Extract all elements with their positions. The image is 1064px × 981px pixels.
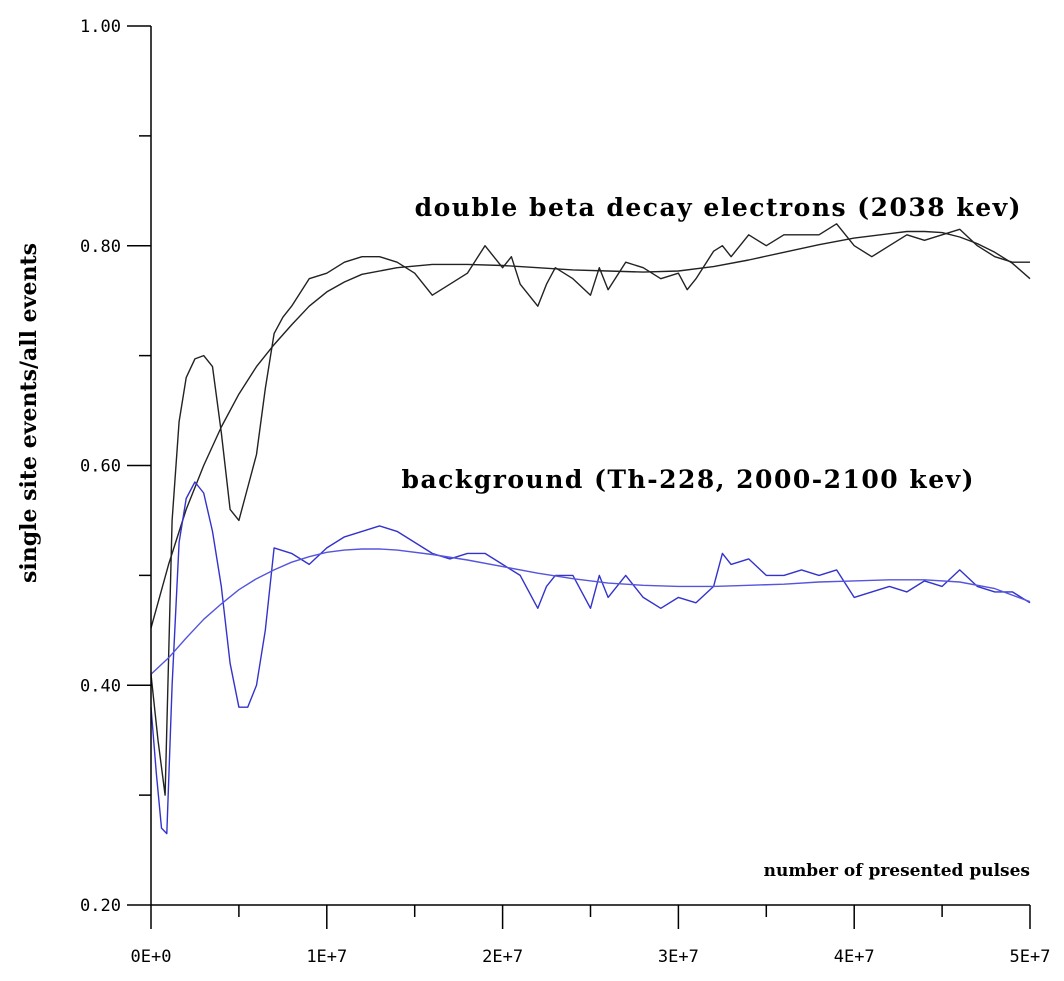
x-axis-label: number of presented pulses xyxy=(764,861,1030,881)
series-line-background-fit xyxy=(150,548,1031,675)
y-tick-label: 0.40 xyxy=(80,676,121,696)
background-annotation: background (Th-228, 2000-2100 kev) xyxy=(402,465,976,494)
x-tick-label: 1E+7 xyxy=(306,947,347,967)
series-layer xyxy=(150,223,1031,835)
axes: 0.20 0.40 0.60 0.80 1.00 0E+0 1E+7 2E+7 3E+7 4E+7… xyxy=(80,17,1050,967)
electrons-annotation: double beta decay electrons (2038 kev) xyxy=(415,193,1022,222)
x-tick-label: 0E+0 xyxy=(131,947,172,967)
x-tick-label: 4E+7 xyxy=(834,947,875,967)
x-tick-label: 2E+7 xyxy=(482,947,523,967)
series-line-background xyxy=(150,481,1031,835)
y-tick-label: 0.60 xyxy=(80,457,121,477)
series-line-electrons-fit xyxy=(150,230,1031,629)
y-axis-label: single site events/all events xyxy=(16,243,42,583)
x-tick-label: 3E+7 xyxy=(658,947,699,967)
x-tick-label: 5E+7 xyxy=(1010,947,1051,967)
y-tick-label: 0.20 xyxy=(80,896,121,916)
y-tick-label: 0.80 xyxy=(80,237,121,257)
series-line-electrons xyxy=(150,223,1030,796)
y-tick-label: 1.00 xyxy=(80,17,121,37)
